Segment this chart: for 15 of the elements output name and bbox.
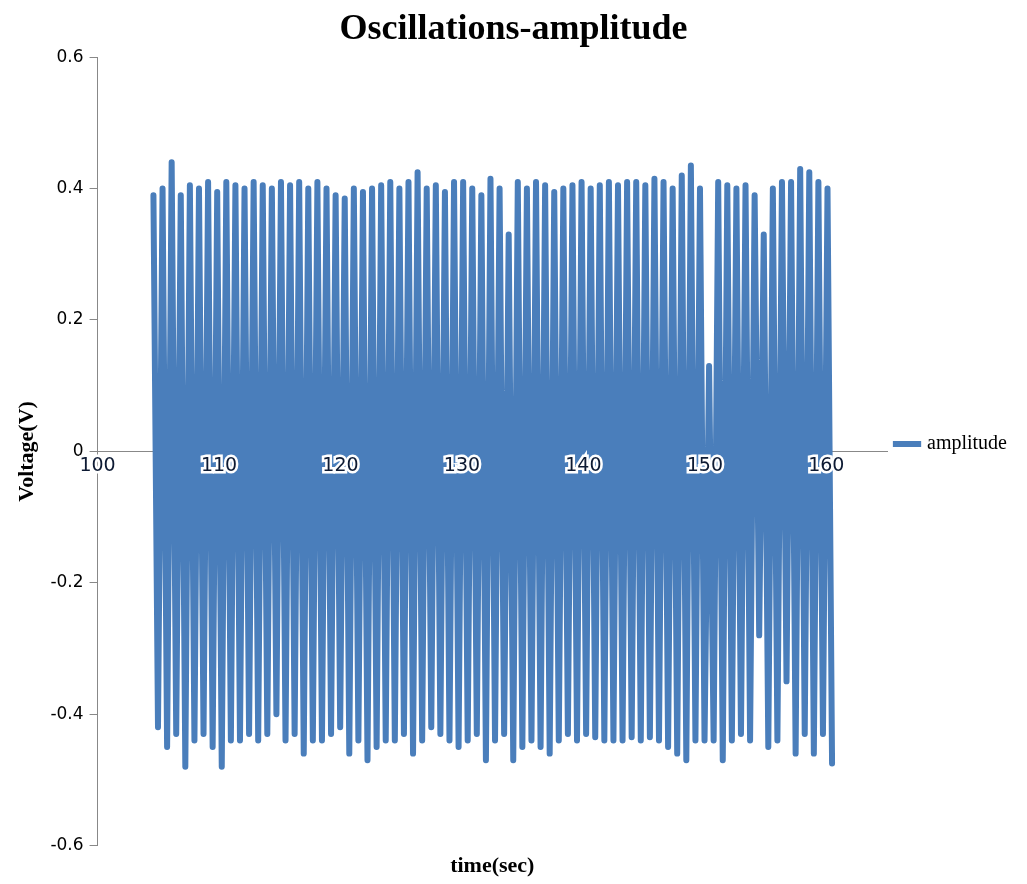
y-axis-title: Voltage(V)	[12, 401, 38, 502]
x-tick-label: 120	[322, 452, 359, 475]
x-tick-label: 130	[443, 452, 481, 475]
y-tick-label: -0.2	[50, 571, 84, 592]
x-axis-title: time(sec)	[450, 852, 535, 878]
y-tick-label: 0.6	[56, 45, 84, 66]
y-tick-label: 0.2	[56, 308, 84, 329]
x-tick-label: 110	[200, 452, 238, 475]
y-tick-label: -0.4	[50, 702, 84, 723]
y-tick-label: -0.6	[50, 834, 84, 855]
legend-label: amplitude	[927, 431, 1008, 455]
x-tick-label: 150	[686, 452, 723, 475]
x-tick-label: 140	[565, 452, 602, 475]
y-tick-label: 0.4	[56, 177, 84, 198]
chart-title: Oscillations-amplitude	[339, 6, 688, 47]
